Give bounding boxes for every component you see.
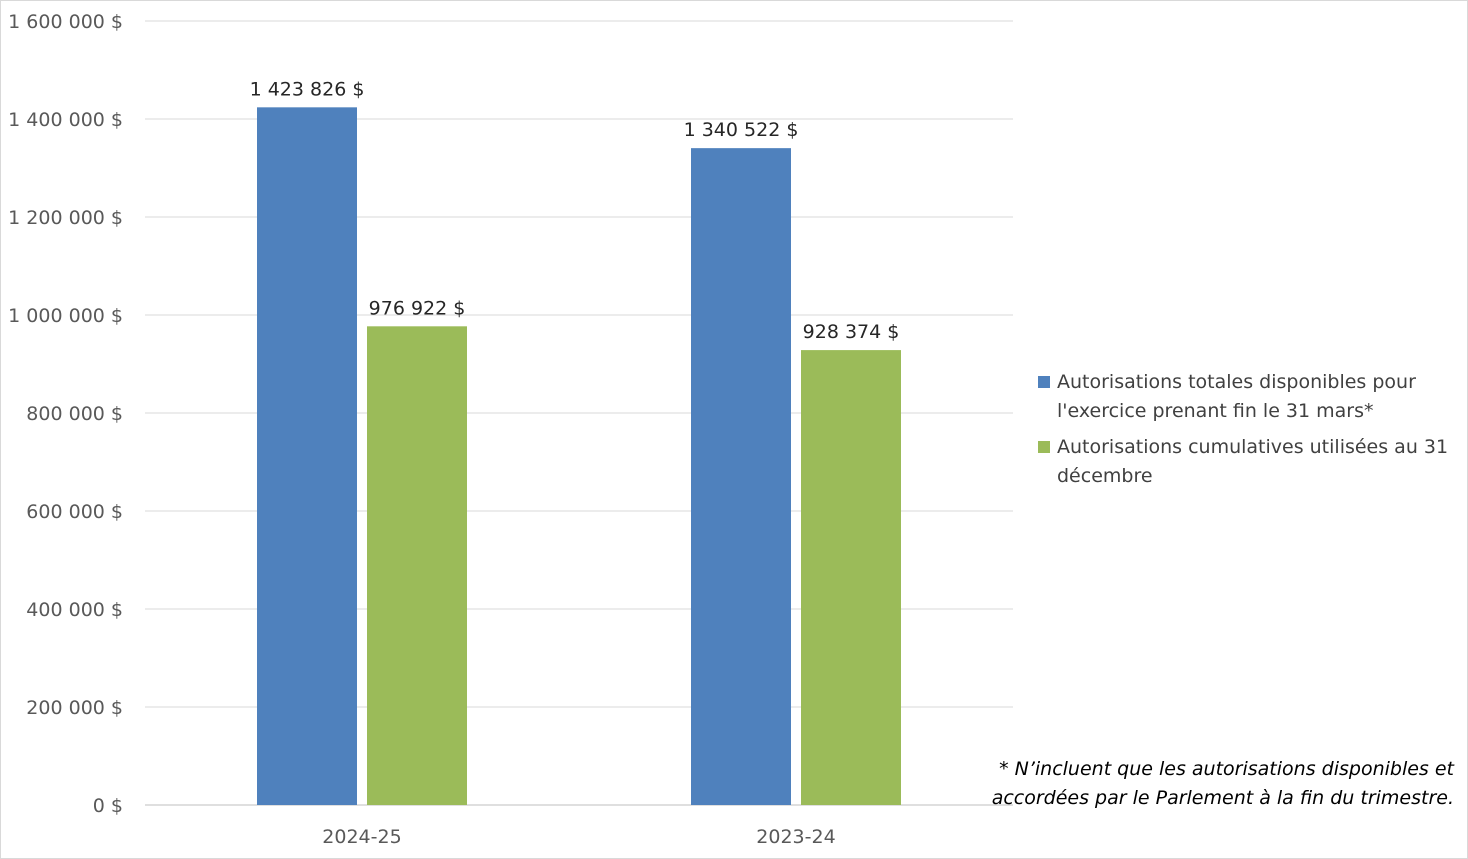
data-label: 976 922 $ — [369, 297, 466, 319]
legend-label-cumulative-used: Autorisations cumulatives utilisées au 3… — [1057, 436, 1449, 487]
y-tick-label: 200 000 $ — [26, 697, 123, 719]
y-tick-label: 400 000 $ — [26, 599, 123, 621]
data-label: 1 340 522 $ — [684, 119, 799, 141]
y-tick-label: 0 $ — [93, 795, 123, 817]
y-tick-label: 1 400 000 $ — [8, 109, 123, 131]
legend-label-total-authorities: Autorisations totales disponibles pour l… — [1057, 371, 1416, 422]
x-tick-label: 2023-24 — [756, 826, 835, 848]
data-label: 1 423 826 $ — [250, 78, 365, 100]
legend-item-cumulative-used: Autorisations cumulatives utilisées au 3… — [1038, 433, 1458, 491]
y-tick-label: 600 000 $ — [26, 501, 123, 523]
bar — [691, 148, 791, 805]
footnote-line-1: * N’incluent que les autorisations dispo… — [999, 758, 1454, 780]
y-tick-label: 1 200 000 $ — [8, 207, 123, 229]
y-tick-label: 1 000 000 $ — [8, 305, 123, 327]
bar — [367, 326, 467, 805]
legend: Autorisations totales disponibles pour l… — [1038, 368, 1458, 498]
footnote-line-2: accordées par le Parlement à la fin du t… — [991, 787, 1454, 809]
legend-swatch-green — [1038, 441, 1050, 453]
bar — [257, 107, 357, 805]
data-label: 928 374 $ — [803, 321, 900, 343]
bar — [801, 350, 901, 805]
legend-swatch-blue — [1038, 376, 1050, 388]
x-tick-label: 2024-25 — [322, 826, 401, 848]
y-tick-label: 1 600 000 $ — [8, 11, 123, 33]
footnote: * N’incluent que les autorisations dispo… — [992, 755, 1454, 813]
y-tick-label: 800 000 $ — [26, 403, 123, 425]
bar-chart: 0 $ 200 000 $ 400 000 $ 600 000 $ 800 000 $ 1… — [8, 11, 1013, 848]
legend-item-total-authorities: Autorisations totales disponibles pour l… — [1038, 368, 1458, 426]
